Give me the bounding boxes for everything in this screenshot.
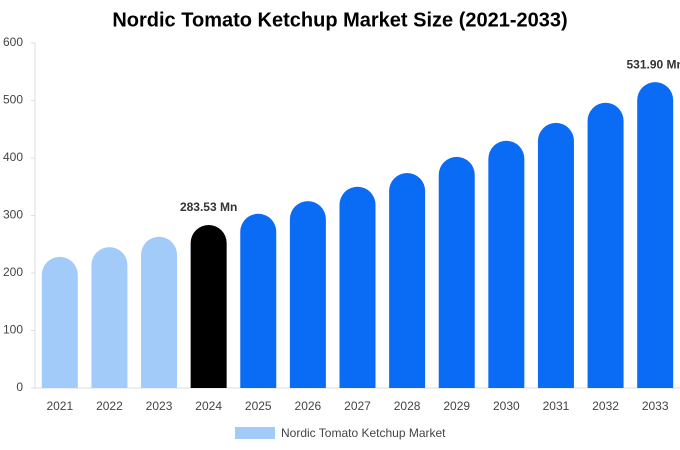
- bar: [289, 201, 326, 388]
- x-tick-label: 2028: [394, 399, 421, 413]
- y-tick-label: 0: [16, 380, 23, 394]
- bar: [91, 247, 128, 388]
- bar: [537, 122, 574, 389]
- x-tick-label: 2027: [344, 399, 371, 413]
- x-tick-label: 2029: [443, 399, 470, 413]
- x-tick-label: 2023: [146, 399, 173, 413]
- bar: [41, 256, 78, 388]
- bar: [637, 82, 674, 388]
- bar: [190, 224, 227, 388]
- chart-title: Nordic Tomato Ketchup Market Size (2021-…: [112, 9, 567, 31]
- y-tick-label: 600: [3, 35, 23, 49]
- legend-swatch: [235, 427, 275, 439]
- data-label: 283.53 Mn: [180, 200, 237, 214]
- x-tick-label: 2030: [493, 399, 520, 413]
- x-tick-label: 2031: [543, 399, 570, 413]
- bar: [438, 156, 475, 388]
- y-tick-label: 200: [3, 265, 23, 279]
- bar: [389, 172, 426, 388]
- legend-label: Nordic Tomato Ketchup Market: [281, 426, 446, 440]
- x-tick-label: 2033: [642, 399, 669, 413]
- x-tick-label: 2032: [592, 399, 619, 413]
- x-tick-label: 2022: [96, 399, 123, 413]
- y-tick-label: 400: [3, 150, 23, 164]
- bar: [339, 186, 376, 388]
- y-tick-label: 100: [3, 323, 23, 337]
- bar: [240, 213, 277, 388]
- x-tick-label: 2026: [295, 399, 322, 413]
- y-tick-label: 300: [3, 208, 23, 222]
- data-label: 531.90 Mn: [627, 57, 680, 71]
- bar: [488, 140, 525, 388]
- x-tick-label: 2025: [245, 399, 272, 413]
- x-tick-label: 2021: [46, 399, 73, 413]
- y-tick-label: 500: [3, 93, 23, 107]
- bar: [587, 102, 624, 388]
- x-tick-label: 2024: [195, 399, 222, 413]
- bar: [141, 236, 178, 388]
